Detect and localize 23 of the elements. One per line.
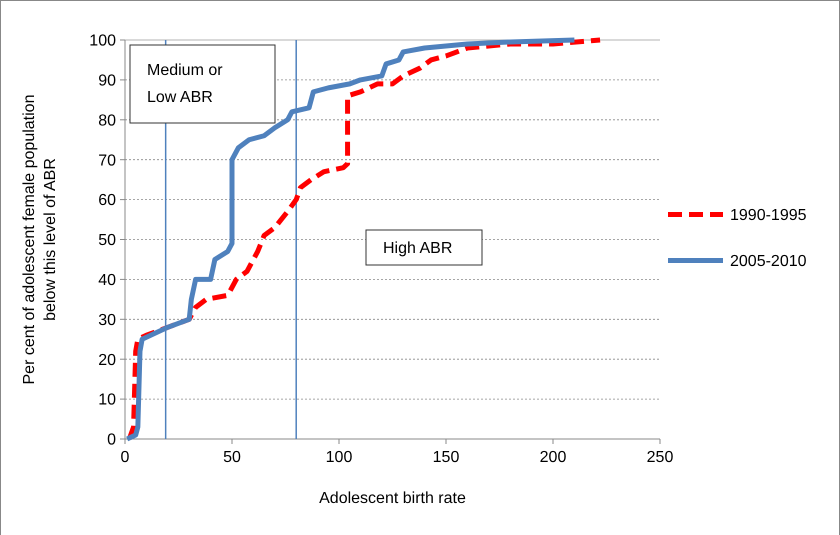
y-tick-label: 100 (89, 32, 116, 50)
y-tick-label: 40 (98, 272, 116, 289)
y-axis-title: Per cent of adolescent female population below this level of ABR (21, 94, 59, 384)
annotation: High ABR (383, 240, 452, 257)
x-tick-label: 250 (646, 449, 674, 466)
y-tick-label: 60 (98, 192, 116, 210)
x-tick-label: 150 (432, 449, 460, 466)
y-tick-label: 30 (98, 312, 116, 329)
y-tick-label: 80 (98, 112, 116, 130)
y-tick-label: 0 (107, 432, 116, 449)
legend-label: 2005-2010 (730, 253, 807, 270)
x-tick-label: 50 (223, 449, 241, 466)
y-tick-label: 70 (98, 152, 116, 170)
y-tick-label: 20 (98, 352, 116, 369)
y-tick-label: 10 (98, 392, 116, 409)
y-tick-label: 50 (98, 232, 116, 250)
x-axis-title: Adolescent birth rate (319, 490, 466, 507)
y-tick-label: 90 (98, 72, 116, 90)
x-tick-label: 0 (120, 449, 130, 466)
x-tick-label: 100 (326, 449, 352, 466)
x-tick-label: 200 (540, 449, 566, 466)
legend-label: 1990-1995 (730, 207, 807, 224)
annotation: Medium or Low ABR (147, 62, 224, 106)
